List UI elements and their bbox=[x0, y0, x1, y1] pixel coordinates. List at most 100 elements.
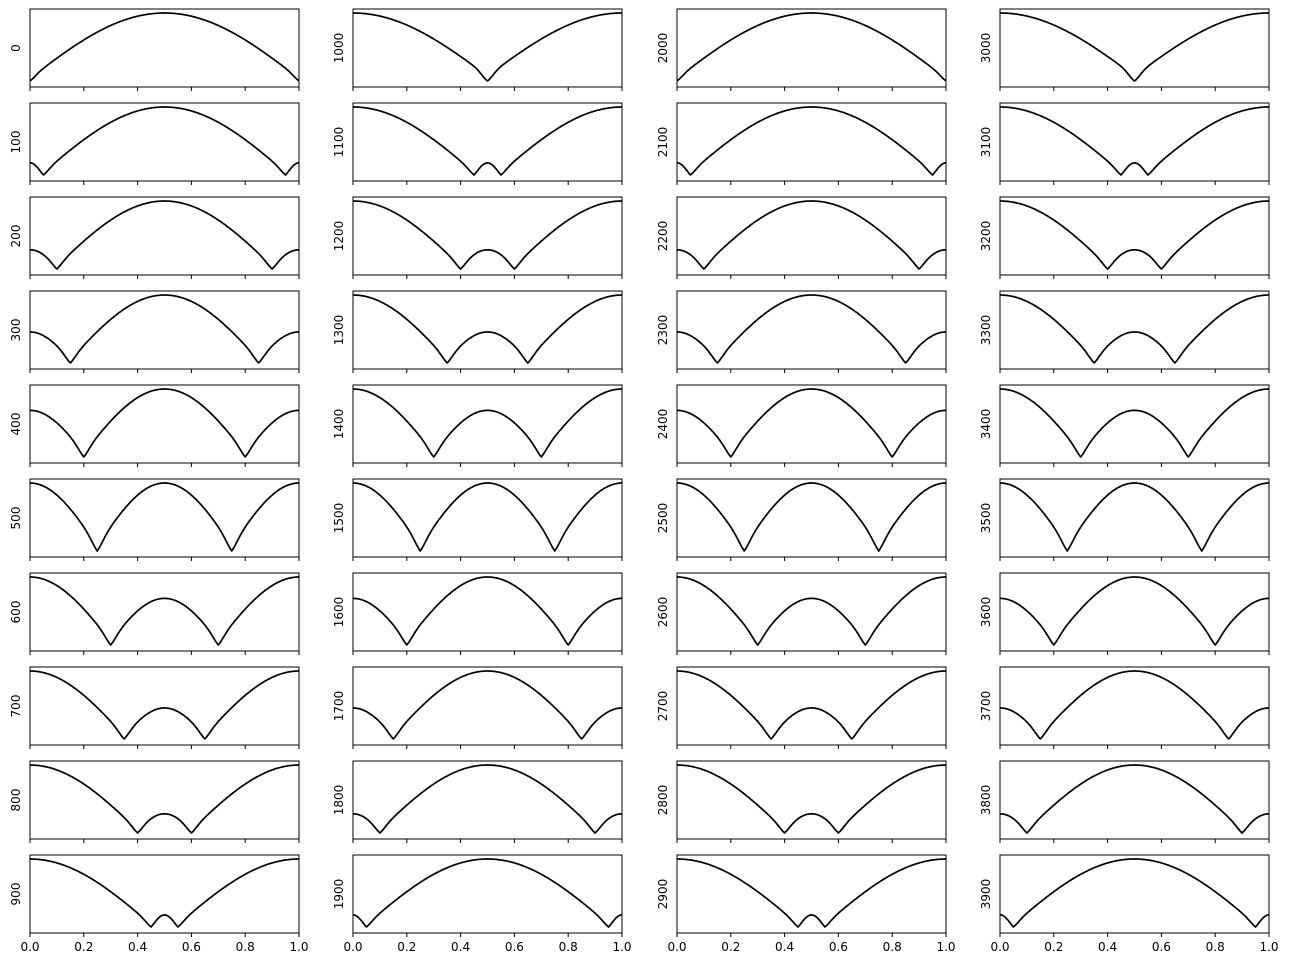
panel-800: 800 bbox=[9, 760, 300, 843]
series-line bbox=[29, 576, 300, 646]
panel-frame bbox=[29, 384, 300, 464]
panel-frame bbox=[29, 478, 300, 558]
panel-frame bbox=[999, 384, 1270, 464]
panel-3500: 3500 bbox=[979, 478, 1270, 561]
panel-label: 2900 bbox=[656, 879, 670, 910]
panel-label: 3300 bbox=[979, 315, 993, 346]
panel-label: 2600 bbox=[656, 597, 670, 628]
panel-label: 3800 bbox=[979, 785, 993, 816]
series-line bbox=[352, 576, 623, 646]
series-line bbox=[352, 482, 623, 552]
x-tick-label: 1.0 bbox=[289, 940, 308, 954]
panel-3300: 3300 bbox=[979, 290, 1270, 373]
panel-label: 600 bbox=[9, 601, 23, 624]
panel-300: 300 bbox=[9, 290, 300, 373]
series-line bbox=[352, 200, 623, 270]
series-line bbox=[29, 764, 300, 834]
x-tick-label: 0.4 bbox=[451, 940, 470, 954]
panels-layer: 0 100 200 300 400 500 600 700 800 0.0 0.2 0.4 0.6 0.8… bbox=[9, 8, 1279, 954]
x-tick-label: 0.2 bbox=[1044, 940, 1063, 954]
series-line bbox=[676, 12, 947, 82]
panel-label: 1500 bbox=[332, 503, 346, 534]
panel-2600: 2600 bbox=[656, 572, 947, 655]
panel-2100: 2100 bbox=[656, 102, 947, 185]
panel-label: 1700 bbox=[332, 691, 346, 722]
series-line bbox=[29, 12, 300, 82]
panel-2400: 2400 bbox=[656, 384, 947, 467]
x-tick-label: 0.4 bbox=[775, 940, 794, 954]
panel-3100: 3100 bbox=[979, 102, 1270, 185]
panel-frame bbox=[999, 666, 1270, 746]
series-line bbox=[29, 106, 300, 176]
panel-label: 2700 bbox=[656, 691, 670, 722]
panel-label: 300 bbox=[9, 319, 23, 342]
panel-label: 2500 bbox=[656, 503, 670, 534]
panel-label: 1600 bbox=[332, 597, 346, 628]
series-line bbox=[352, 388, 623, 458]
panel-label: 1200 bbox=[332, 221, 346, 252]
panel-label: 1300 bbox=[332, 315, 346, 346]
panel-label: 3600 bbox=[979, 597, 993, 628]
panel-frame bbox=[29, 196, 300, 276]
series-line bbox=[29, 482, 300, 552]
x-tick-label: 0.2 bbox=[721, 940, 740, 954]
panel-1600: 1600 bbox=[332, 572, 623, 655]
panel-label: 3200 bbox=[979, 221, 993, 252]
panel-label: 3900 bbox=[979, 879, 993, 910]
panel-label: 200 bbox=[9, 225, 23, 248]
series-line bbox=[352, 106, 623, 176]
series-line bbox=[999, 858, 1270, 928]
x-tick-label: 0.0 bbox=[20, 940, 39, 954]
panel-label: 1800 bbox=[332, 785, 346, 816]
x-tick-label: 0.6 bbox=[1152, 940, 1171, 954]
panel-frame bbox=[676, 196, 947, 276]
x-tick-label: 1.0 bbox=[1259, 940, 1278, 954]
panel-frame bbox=[29, 854, 300, 934]
panel-0: 0 bbox=[9, 8, 300, 91]
series-line bbox=[999, 106, 1270, 176]
x-tick-label: 0.0 bbox=[990, 940, 1009, 954]
series-line bbox=[29, 670, 300, 740]
panel-label: 3400 bbox=[979, 409, 993, 440]
series-line bbox=[999, 12, 1270, 82]
panel-1300: 1300 bbox=[332, 290, 623, 373]
x-tick-label: 0.2 bbox=[397, 940, 416, 954]
panel-frame bbox=[352, 572, 623, 652]
panel-frame bbox=[676, 478, 947, 558]
series-line bbox=[676, 670, 947, 740]
x-tick-label: 0.0 bbox=[343, 940, 362, 954]
panel-2000: 2000 bbox=[656, 8, 947, 91]
panel-1900: 0.0 0.2 0.4 0.6 0.8 1.0 1900 bbox=[332, 854, 632, 954]
panel-frame bbox=[29, 290, 300, 370]
panel-frame bbox=[29, 572, 300, 652]
panel-frame bbox=[676, 854, 947, 934]
panel-400: 400 bbox=[9, 384, 300, 467]
x-tick-label: 0.4 bbox=[128, 940, 147, 954]
panel-frame bbox=[999, 854, 1270, 934]
panel-3400: 3400 bbox=[979, 384, 1270, 467]
series-line bbox=[29, 294, 300, 364]
panel-frame bbox=[29, 760, 300, 840]
panel-label: 0 bbox=[9, 44, 23, 52]
panel-1800: 1800 bbox=[332, 760, 623, 843]
panel-3600: 3600 bbox=[979, 572, 1270, 655]
series-line bbox=[352, 858, 623, 928]
x-tick-label: 0.0 bbox=[667, 940, 686, 954]
panel-frame bbox=[352, 666, 623, 746]
series-line bbox=[676, 106, 947, 176]
panel-frame bbox=[999, 196, 1270, 276]
series-line bbox=[29, 388, 300, 458]
panel-2300: 2300 bbox=[656, 290, 947, 373]
panel-label: 900 bbox=[9, 883, 23, 906]
panel-label: 3000 bbox=[979, 33, 993, 64]
x-tick-label: 1.0 bbox=[612, 940, 631, 954]
panel-label: 2800 bbox=[656, 785, 670, 816]
panel-frame bbox=[352, 102, 623, 182]
panel-label: 2000 bbox=[656, 33, 670, 64]
panel-label: 1900 bbox=[332, 879, 346, 910]
panel-frame bbox=[352, 384, 623, 464]
series-line bbox=[352, 294, 623, 364]
panel-2700: 2700 bbox=[656, 666, 947, 749]
panel-3800: 3800 bbox=[979, 760, 1270, 843]
